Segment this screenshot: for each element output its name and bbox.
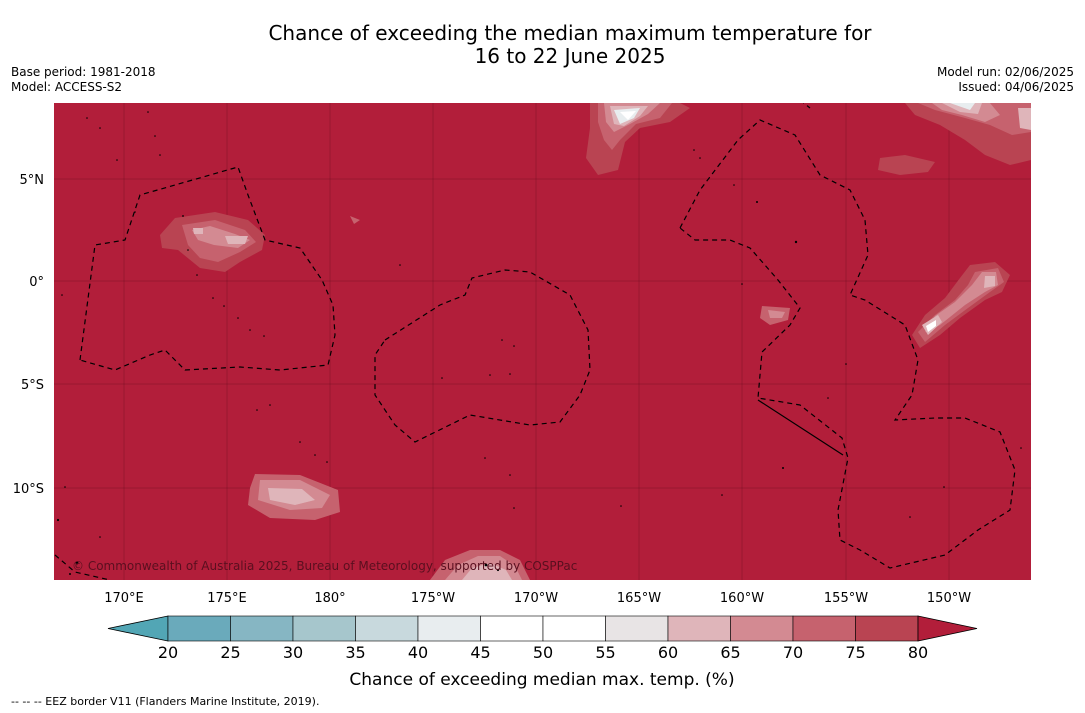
island-dots <box>56 111 1022 575</box>
colorbar-tick-label: 35 <box>345 643 365 662</box>
colorbar-segment <box>480 615 544 642</box>
colorbar-segment <box>355 615 419 642</box>
colorbar-tick-label: 65 <box>720 643 740 662</box>
issued-text: Issued: 04/06/2025 <box>958 80 1074 94</box>
colorbar-segment <box>792 615 856 642</box>
longitude-label: 180° <box>314 591 345 606</box>
eez-border-kiribati-phoenix <box>374 269 591 443</box>
longitude-label: 175°E <box>207 591 247 606</box>
colorbar-segment <box>542 615 606 642</box>
eez-borders <box>54 103 1016 580</box>
colorbar-tick-label: 60 <box>658 643 678 662</box>
longitude-label: 170°W <box>514 591 558 606</box>
base-period-text: Base period: 1981-2018 <box>11 65 156 79</box>
colorbar-tick-label: 70 <box>783 643 803 662</box>
colorbar-under-arrow <box>107 615 169 642</box>
map-title-line-1: Chance of exceeding the median maximum t… <box>268 21 872 45</box>
longitude-label: 165°W <box>617 591 661 606</box>
colorbar-tick-label: 20 <box>158 643 178 662</box>
colorbar-label: Chance of exceeding median max. temp. (%… <box>349 670 734 690</box>
colorbar-tick-label: 80 <box>908 643 928 662</box>
colorbar-segment <box>292 615 356 642</box>
longitude-label: 150°W <box>927 591 971 606</box>
colorbar-tick-label: 45 <box>470 643 490 662</box>
probability-contours <box>160 103 1031 580</box>
colorbar-segment <box>605 615 669 642</box>
map-panel: © Commonwealth of Australia 2025, Bureau… <box>13 103 1031 606</box>
longitude-label: 175°W <box>411 591 455 606</box>
colorbar-tick-label: 50 <box>533 643 553 662</box>
copyright-text: © Commonwealth of Australia 2025, Bureau… <box>72 559 577 573</box>
contour-patch-east-equator <box>878 155 1010 348</box>
latitude-label: 5°N <box>20 173 45 188</box>
eez-border-kiribati-gilbert <box>79 166 336 371</box>
contour-patch-top-northeast <box>905 103 1031 165</box>
colorbar-segment <box>730 615 794 642</box>
map-background <box>54 103 1031 580</box>
colorbar-tick-label: 30 <box>283 643 303 662</box>
colorbar-segment <box>230 615 294 642</box>
eez-legend-footnote: -- -- -- EEZ border V11 (Flanders Marine… <box>11 695 320 708</box>
longitude-label: 155°W <box>824 591 868 606</box>
model-run-text: Model run: 02/06/2025 <box>936 65 1074 79</box>
latitude-label: 0° <box>29 275 44 290</box>
colorbar-segment <box>167 615 231 642</box>
longitude-label: 160°W <box>720 591 764 606</box>
colorbar-tick-label: 55 <box>595 643 615 662</box>
longitude-labels: 170°E 175°E 180° 175°W 170°W 165°W 160°W 155°W 1… <box>104 591 971 606</box>
contour-patch-west <box>160 212 360 272</box>
graticule <box>54 103 1031 580</box>
colorbar-segment <box>417 615 481 642</box>
latitude-label: 5°S <box>21 378 44 393</box>
colorbar-boxes <box>107 615 978 642</box>
eez-border-cook-north <box>802 103 811 109</box>
colorbar-tick-label: 25 <box>220 643 240 662</box>
contour-patch-bottom <box>430 550 530 580</box>
map-title-line-2: 16 to 22 June 2025 <box>474 44 666 68</box>
colorbar-tick-label: 40 <box>408 643 428 662</box>
colorbar-tick-labels: 20 25 30 35 40 45 50 55 60 65 70 75 80 <box>158 643 928 662</box>
colorbar-segment <box>855 615 919 642</box>
colorbar-over-arrow <box>917 615 978 642</box>
contour-patch-central-south <box>248 306 790 520</box>
model-text: Model: ACCESS-S2 <box>11 80 123 94</box>
colorbar-segment <box>667 615 731 642</box>
latitude-labels: 5°N 0° 5°S 10°S <box>13 173 44 497</box>
contour-patch-top-north <box>586 103 690 175</box>
latitude-label: 10°S <box>13 482 44 497</box>
eez-border-solid-segment <box>757 399 844 456</box>
colorbar-tick-label: 75 <box>845 643 865 662</box>
longitude-label: 170°E <box>104 591 144 606</box>
